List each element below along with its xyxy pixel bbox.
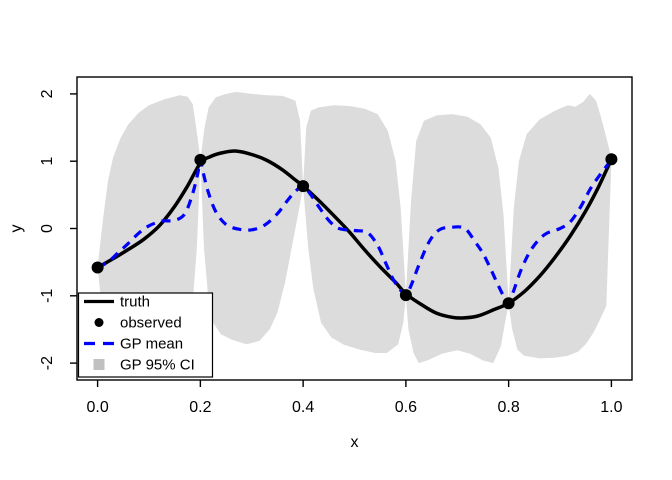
- x-tick-label-1.0: 1.0: [600, 399, 622, 416]
- x-tick-label-0.4: 0.4: [292, 399, 314, 416]
- y-tick-label-1: 1: [39, 157, 56, 166]
- x-tick-label-0.0: 0.0: [86, 399, 108, 416]
- x-tick-label-0.6: 0.6: [395, 399, 417, 416]
- gp-mean-line: [96, 158, 613, 305]
- observed-point-5: [605, 153, 618, 166]
- x-axis-title: x: [351, 434, 359, 451]
- truth-line: [95, 149, 614, 320]
- y-axis-title: y: [8, 225, 25, 233]
- observed-points: [91, 153, 618, 310]
- observed-point-0: [91, 261, 104, 274]
- x-tick-label-0.2: 0.2: [189, 399, 211, 416]
- y-tick-label--1: -1: [39, 289, 56, 303]
- legend-ci-square-swatch: [93, 359, 105, 370]
- truth-path: [95, 149, 614, 320]
- gp-mean-path: [96, 158, 613, 305]
- observed-point-2: [297, 180, 310, 193]
- y-tick-label-0: 0: [39, 224, 56, 233]
- legend-observed-label: observed: [120, 315, 182, 332]
- x-axis: 0.0 0.2 0.4 0.6 0.8 1.0: [86, 380, 623, 416]
- observed-point-1: [194, 153, 207, 166]
- legend-gp-ci-label: GP 95% CI: [120, 357, 195, 374]
- x-tick-label-0.8: 0.8: [498, 399, 520, 416]
- y-axis: -2 -1 0 1 2: [39, 89, 77, 370]
- legend-truth-label: truth: [120, 294, 150, 311]
- legend-gp-mean-label: GP mean: [120, 336, 183, 353]
- observed-point-3: [399, 289, 412, 302]
- y-tick-label--2: -2: [39, 356, 56, 370]
- observed-point-4: [502, 297, 515, 310]
- ci-band: [97, 91, 612, 364]
- legend-observed-point-swatch: [94, 318, 104, 327]
- y-tick-label-2: 2: [39, 89, 56, 98]
- legend: truth observed GP mean GP 95% CI: [77, 292, 214, 378]
- ci-band-polygon: [97, 91, 612, 364]
